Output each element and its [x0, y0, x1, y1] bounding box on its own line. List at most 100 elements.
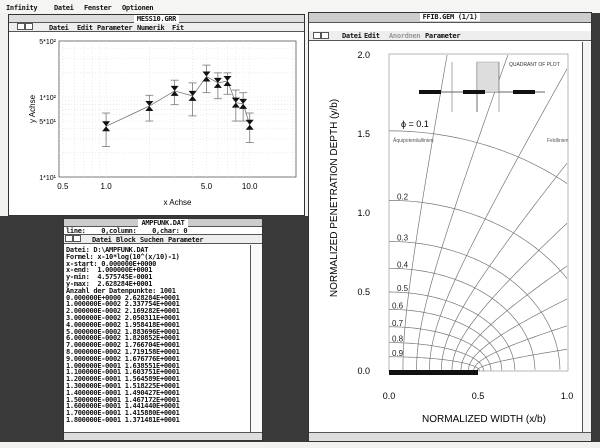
fit-line	[105, 75, 251, 127]
menu-numerik[interactable]: Numerik	[137, 24, 165, 32]
vertical-scrollbar[interactable]	[250, 245, 262, 432]
equipotential-level-label: 0.6	[392, 301, 404, 310]
full-box-icon[interactable]	[25, 23, 33, 30]
data-row: 1.600000E-0001 1.441440E+0001	[66, 402, 180, 411]
equipotential-level-label: 0.3	[397, 233, 409, 242]
data-row: 8.000000E-0002 1.719158E+0001	[66, 348, 180, 356]
x-tick-label: 0.5	[57, 182, 69, 191]
header-line: Anzahl der Datenpunkte: 1001	[66, 286, 176, 295]
y-tick-label: 0.5	[357, 287, 370, 297]
menu-suchen[interactable]: Suchen	[140, 236, 164, 244]
window-title: FFIB.GEM (1/1)	[419, 13, 481, 21]
data-point-marker	[239, 98, 248, 109]
desktop-background-right	[592, 10, 600, 442]
full-box-icon[interactable]	[73, 235, 81, 242]
field-line	[429, 68, 567, 371]
menu-edit[interactable]: Edit	[77, 24, 93, 32]
inset-quadrant	[476, 61, 500, 93]
vertical-scrollbar[interactable]	[582, 42, 591, 432]
data-row: 1.000000E-0001 1.638551E+0001	[66, 361, 180, 370]
close-box-icon[interactable]	[313, 32, 321, 39]
x-tick-label: 5.0	[201, 182, 213, 191]
menu-infinity[interactable]: Infinity	[6, 4, 38, 12]
field-line-annotation: Feldlinien	[547, 138, 569, 144]
equipotential-level-label: 0.4	[397, 260, 409, 269]
menu-datei[interactable]: Datei	[54, 4, 74, 12]
field-line	[402, 55, 448, 371]
close-box-icon[interactable]	[17, 23, 25, 30]
data-row: 1.000000E-0002 2.337754E+0001	[66, 300, 180, 309]
data-row: 0.000000E+0000 2.628284E+0001	[66, 293, 180, 302]
field-line	[460, 265, 567, 371]
menu-edit[interactable]: Edit	[364, 32, 380, 40]
menu-fenster[interactable]: Fenster	[84, 4, 112, 12]
x-tick-label: 0.0	[383, 391, 396, 401]
menu-datei[interactable]: Datei	[92, 236, 112, 244]
equipotential-line	[389, 356, 480, 371]
y-tick-label: 0.0	[357, 366, 370, 376]
equipotential-line	[389, 342, 484, 371]
data-row: 6.000000E-0002 1.820852E+0001	[66, 334, 180, 343]
x-axis-label: NORMALIZED WIDTH (x/b)	[422, 414, 546, 425]
menu-parameter[interactable]: Parameter	[168, 236, 204, 244]
data-row: 1.500000E-0001 1.467172E+0001	[66, 395, 180, 404]
data-row: 1.200000E-0001 1.564589E+0001	[66, 375, 180, 384]
menu-fit[interactable]: Fit	[172, 24, 184, 32]
data-point-marker	[170, 85, 179, 96]
menu-datei[interactable]: Datei	[342, 32, 362, 40]
close-box-icon[interactable]	[65, 235, 73, 242]
data-point-marker	[231, 97, 240, 108]
equipotential-line	[389, 241, 561, 370]
field-line-chart: 0.0 0.5 1.0 0.0 0.5 1.0 1.5 2.0 NORMALIZED WIDTH…	[329, 50, 574, 425]
field-line	[473, 325, 567, 371]
x-tick-label: 1.0	[561, 391, 574, 401]
field-line	[476, 348, 567, 371]
title-bar[interactable]: MESS10.GRR	[9, 15, 304, 23]
equipotential-level-label: 0.5	[397, 284, 409, 293]
menu-datei[interactable]: Datei	[49, 24, 69, 32]
equipotential-level-label: 0.7	[392, 319, 404, 328]
data-point-marker	[188, 90, 197, 101]
x-axis-label: x Achse	[163, 198, 192, 207]
inset-electrode	[513, 90, 535, 94]
text-editor-area[interactable]: Datei: D:\AMPFUNK.DAT Formel: x-10*log(10…	[64, 245, 251, 433]
data-row: 3.000000E-0002 2.050311E+0001	[66, 314, 180, 322]
menu-anordnen[interactable]: Anordnen	[389, 32, 421, 40]
header-line: x-start: 0.000000E+0000	[66, 259, 157, 268]
full-box-icon[interactable]	[321, 32, 329, 39]
y-tick-label: 1*10²	[39, 95, 56, 102]
horizontal-scrollbar[interactable]	[309, 432, 591, 441]
window-menubar: Datei Edit Anordnen Parameter	[309, 31, 591, 41]
data-row: 1.100000E-0001 1.603751E+0001	[66, 368, 180, 377]
header-line: Datei: D:\AMPFUNK.DAT	[66, 246, 149, 254]
horizontal-scrollbar[interactable]	[64, 432, 262, 440]
window-menubar: Datei Edit Parameter Numerik Fit	[9, 23, 304, 32]
menu-parameter[interactable]: Parameter	[425, 32, 461, 40]
data-row: 1.800000E-0001 1.371481E+0001	[66, 416, 180, 424]
window-title: AMPFUNK.DAT	[138, 219, 188, 227]
cursor-status: line: 0,column: 0,char: 0	[64, 227, 262, 235]
window-title: MESS10.GRR	[133, 15, 180, 23]
plot-area	[58, 40, 297, 178]
header-line: y-min: 4.575745E-0001	[66, 273, 153, 282]
equipotential-level-label: 0.9	[392, 349, 404, 358]
data-row: 5.000000E-0002 1.883696E+0001	[66, 327, 180, 336]
equipotential-line	[389, 309, 503, 371]
text-window: AMPFUNK.DAT line: 0,column: 0,char: 0 Da…	[63, 218, 263, 441]
menu-optionen[interactable]: Optionen	[122, 4, 154, 12]
phi-label: ϕ = 0.1	[401, 119, 429, 129]
plot-area	[388, 53, 569, 372]
window-menubar: Datei Block Suchen Parameter	[64, 235, 262, 244]
title-bar[interactable]: AMPFUNK.DAT	[64, 219, 262, 227]
data-point-marker	[223, 76, 232, 87]
menu-block[interactable]: Block	[116, 236, 136, 244]
data-point-marker	[213, 77, 222, 88]
y-axis-label: y Achse	[28, 94, 37, 123]
menu-parameter[interactable]: Parameter	[97, 24, 133, 32]
title-bar[interactable]: FFIB.GEM (1/1)	[309, 13, 591, 23]
data-row: 1.400000E-0001 1.490427E+0001	[66, 388, 180, 397]
equipotential-level-label: 0.8	[392, 335, 404, 344]
field-line	[440, 162, 567, 371]
equipotential-line	[389, 267, 536, 370]
y-tick-label: 5*10²	[39, 39, 56, 46]
